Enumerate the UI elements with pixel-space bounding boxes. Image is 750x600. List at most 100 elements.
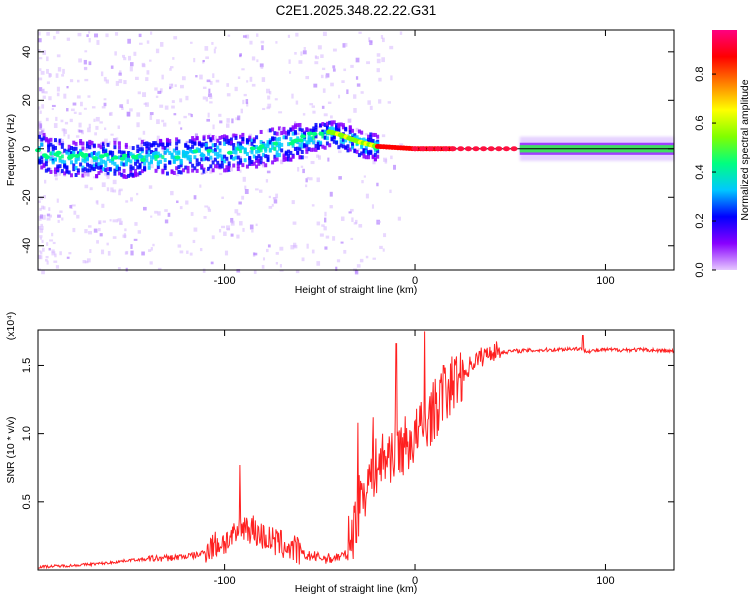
spectrogram-noise-cell: [50, 154, 54, 158]
spectrogram-noise-cell: [266, 106, 271, 110]
spectrogram-band-cell: [95, 162, 99, 167]
spectrogram-band-cell: [300, 149, 304, 154]
spectrogram-band-cell: [271, 141, 275, 146]
spectrogram-band-cell: [97, 162, 101, 167]
spectrogram-band-cell: [181, 168, 185, 173]
spectrogram-noise-cell: [154, 87, 158, 91]
spectrogram-band-cell: [364, 138, 368, 143]
spectrogram-noise-cell: [114, 51, 117, 56]
spectrogram-band-cell: [282, 157, 286, 162]
spectrogram-band-cell: [255, 135, 259, 140]
spectrogram-noise-cell: [125, 200, 129, 203]
spectrogram-noise-cell: [195, 75, 198, 78]
spectrogram-noise-cell: [146, 70, 150, 75]
spectrogram-noise-cell: [271, 203, 274, 207]
spectrogram-band-cell: [69, 173, 73, 178]
spectrogram-band-cell: [287, 149, 291, 154]
spectrogram-band-cell: [53, 138, 57, 143]
spectrogram-band-cell: [172, 155, 176, 160]
spectrogram-noise-cell: [69, 118, 73, 123]
spectrogram-band-cell: [298, 122, 302, 127]
spectrogram-x-tick-label: 100: [596, 275, 614, 287]
spectrogram-band-cell: [271, 137, 275, 142]
spectrogram-band-cell: [143, 161, 147, 166]
spectrogram-noise-cell: [53, 123, 58, 129]
spectrogram-band-cell: [300, 155, 304, 160]
colorbar-tick-label: 0.8: [694, 66, 706, 81]
spectrogram-noise-cell: [221, 225, 226, 229]
spectrogram-band-cell: [97, 165, 101, 170]
spectrogram-band-cell: [323, 122, 327, 127]
spectrogram-noise-cell: [212, 124, 215, 130]
spectrogram-noise-cell: [40, 223, 43, 227]
spectrogram-band-cell: [303, 137, 307, 142]
spectrogram-noise-cell: [84, 184, 89, 189]
spectrogram-band-cell: [113, 140, 117, 145]
spectrogram-noise-cell: [54, 177, 58, 181]
spectrogram-band-cell: [124, 162, 128, 167]
spectrogram-band-cell: [376, 154, 380, 159]
spectrogram-band-cell: [341, 140, 345, 145]
spectrogram-band-cell: [152, 141, 156, 146]
spectrogram-band-cell: [346, 144, 350, 149]
spectrogram-noise-cell: [96, 200, 99, 205]
spectrogram-band-cell: [113, 145, 117, 150]
spectrogram-band-cell: [79, 141, 83, 146]
spectrogram-band-cell: [239, 149, 243, 154]
spectrogram-band-cell: [145, 141, 149, 146]
spectrogram-noise-cell: [78, 122, 82, 128]
spectrogram-band-cell: [367, 139, 371, 144]
spectrogram-band-cell: [99, 168, 103, 173]
spectrogram-band-cell: [225, 168, 229, 173]
spectrogram-band-cell: [277, 126, 281, 131]
spectrogram-noise-cell: [323, 226, 327, 231]
spectrogram-band-cell: [74, 141, 78, 146]
spectrogram-noise-cell: [206, 118, 211, 122]
spectrogram-noise-cell: [313, 83, 318, 88]
spectrogram-band-cell: [339, 139, 343, 144]
spectrogram-band-cell: [225, 156, 229, 161]
spectrogram-noise-cell: [38, 131, 43, 136]
spectrogram-noise-cell: [88, 231, 92, 235]
spectrogram-noise-cell: [51, 107, 54, 111]
spectrogram-band-cell: [255, 158, 259, 163]
spectrogram-noise-cell: [149, 59, 152, 62]
spectrogram-band-cell: [177, 169, 181, 174]
spectrogram-noise-cell: [361, 180, 364, 184]
spectrogram-band-cell: [165, 171, 169, 176]
spectrogram-x-tick-label: -100: [214, 275, 236, 287]
spectrogram-band-cell: [42, 132, 46, 137]
spectrogram-noise-cell: [319, 233, 324, 237]
spectrogram-band-cell: [264, 148, 268, 153]
spectrogram-band-cell: [179, 159, 183, 164]
spectrogram-noise-cell: [103, 98, 107, 101]
spectrogram-band-cell: [67, 151, 71, 156]
spectrogram-noise-cell: [130, 244, 133, 249]
spectrogram-noise-cell: [48, 73, 52, 77]
spectrogram-band-cell: [239, 134, 243, 139]
spectrogram-tone-peak: [510, 146, 518, 152]
spectrogram-band-cell: [305, 149, 309, 154]
spectrogram-noise-cell: [42, 95, 46, 99]
spectrogram-band-cell: [122, 174, 126, 179]
spectrogram-noise-cell: [156, 135, 160, 140]
spectrogram-noise-cell: [300, 165, 304, 168]
spectrogram-band-cell: [117, 166, 121, 171]
spectrogram-noise-cell: [110, 65, 114, 69]
spectrogram-tone-peak: [441, 146, 449, 152]
spectrogram-band-cell: [156, 138, 160, 143]
spectrogram-noise-cell: [190, 212, 194, 216]
spectrogram-band-cell: [312, 140, 316, 145]
spectrogram-noise-cell: [110, 187, 114, 193]
spectrogram-noise-cell: [390, 75, 393, 81]
spectrogram-band-cell: [104, 160, 108, 165]
spectrogram-peak-blob: [311, 131, 318, 136]
spectrogram-noise-cell: [95, 116, 100, 122]
spectrogram-noise-cell: [278, 111, 283, 114]
spectrogram-band-cell: [325, 141, 329, 146]
spectrogram-noise-cell: [194, 133, 198, 139]
spectrogram-band-cell: [72, 140, 76, 145]
spectrogram-noise-cell: [355, 76, 359, 80]
spectrogram-peak-blob: [112, 155, 119, 160]
spectrogram-band-cell: [357, 153, 361, 158]
